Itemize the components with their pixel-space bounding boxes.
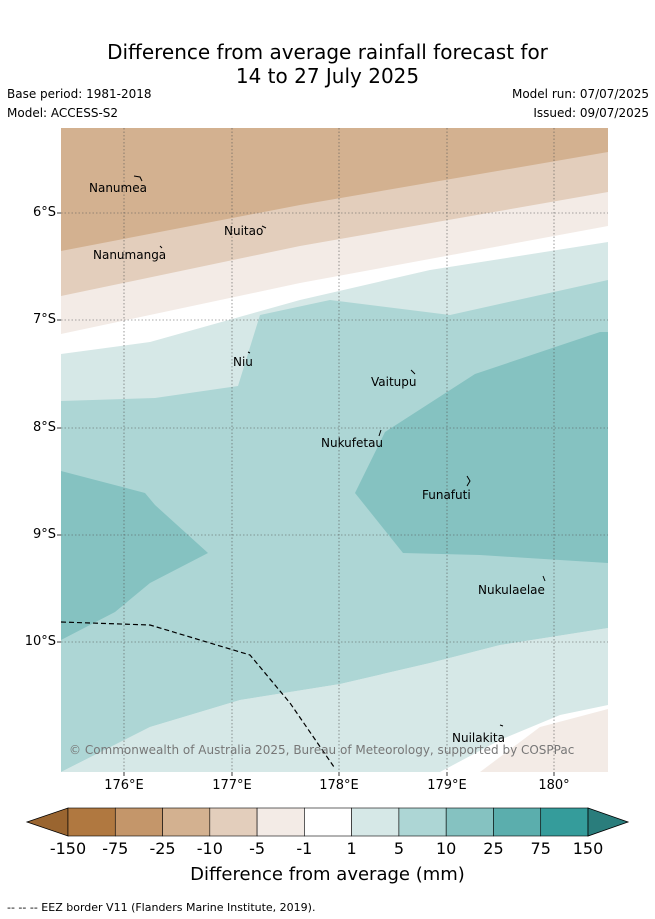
band-10-to-25-east [355, 332, 608, 563]
colorbar-bin [540, 807, 589, 837]
colorbar-bin [398, 807, 447, 837]
lon-label-178e: 178°E [319, 778, 359, 793]
colorbar-bin [256, 807, 305, 837]
colorbar-tick-label: -5 [249, 839, 266, 858]
map-copyright: © Commonwealth of Australia 2025, Bureau… [69, 743, 574, 757]
band-minus5-to-minus1-south [480, 709, 608, 772]
colorbar-bin [351, 807, 400, 837]
colorbar-tick-label: 5 [393, 839, 404, 858]
model-run-text: Model run: 07/07/2025 [511, 87, 649, 101]
map-fill-bands [61, 128, 608, 772]
colorbar-tick-label: -75 [102, 839, 129, 858]
place-label-vaitupu: Vaitupu [371, 375, 417, 389]
island-mark-nukufetau [378, 429, 382, 437]
map-gridlines [61, 128, 608, 772]
lat-label-8s: 8°S [32, 420, 56, 435]
colorbar-tick-label: -150 [49, 839, 87, 858]
lon-label-177e: 177°E [212, 778, 252, 793]
colorbar-tick-label: -10 [196, 839, 223, 858]
island-marks [133, 175, 546, 727]
island-mark-nukulaelae [542, 575, 546, 582]
lat-label-6s: 6°S [32, 205, 56, 220]
colorbar-over-arrow [587, 807, 630, 837]
place-label-nukulaelae: Nukulaelae [478, 583, 545, 597]
lon-label-176e: 176°E [104, 778, 144, 793]
band-10-to-25-west [61, 471, 208, 640]
colorbar-bin [445, 807, 494, 837]
lat-label-10s: 10°S [24, 634, 56, 649]
lon-label-179e: 179°E [427, 778, 467, 793]
colorbar-under-arrow [25, 807, 69, 837]
island-mark-nanumea [133, 175, 143, 182]
map-title: Difference from average rainfall forecas… [0, 40, 655, 88]
model-text: Model: ACCESS-S2 [7, 106, 119, 120]
place-label-nuilakita: Nuilakita [452, 731, 505, 745]
colorbar-tick-label: -25 [149, 839, 176, 858]
lat-label-9s: 9°S [32, 527, 56, 542]
band-1-to-5-south [61, 628, 608, 772]
colorbar-bin [209, 807, 258, 837]
island-mark-niu [247, 351, 251, 354]
map-title-line1: Difference from average rainfall forecas… [107, 40, 548, 64]
lon-label-180: 180° [538, 778, 570, 793]
colorbar [25, 807, 630, 837]
colorbar-bin [162, 807, 211, 837]
colorbar-tick-label: -1 [296, 839, 313, 858]
island-mark-nanumanga [159, 245, 163, 249]
colorbar-label: Difference from average (mm) [190, 864, 465, 885]
place-label-funafuti: Funafuti [422, 488, 471, 502]
place-label-nanumea: Nanumea [89, 181, 147, 195]
place-label-nuitao: Nuitao [224, 224, 263, 238]
colorbar-tick-label: 150 [572, 839, 604, 858]
place-label-niu: Niu [233, 355, 253, 369]
eez-border-line [60, 621, 335, 768]
island-mark-funafuti [466, 475, 471, 487]
issued-text: Issued: 09/07/2025 [533, 106, 649, 120]
colorbar-bin [493, 807, 542, 837]
island-mark-nuitao [261, 225, 267, 229]
island-mark-vaitupu [410, 369, 416, 375]
place-label-nukufetau: Nukufetau [321, 436, 383, 450]
eez-legend-text: -- -- -- EEZ border V11 (Flanders Marine… [7, 901, 316, 914]
colorbar-bin [304, 807, 352, 837]
colorbar-tick-label: 10 [435, 839, 457, 858]
colorbar-bin [67, 807, 116, 837]
lat-label-7s: 7°S [32, 312, 56, 327]
colorbar-bin [114, 807, 163, 837]
colorbar-tick-label: 75 [530, 839, 551, 858]
colorbar-tick-label: 25 [483, 839, 504, 858]
axis-ticks [57, 212, 555, 776]
island-mark-nuilakita [499, 724, 504, 727]
base-period-text: Base period: 1981-2018 [7, 87, 152, 101]
colorbar-tick-label: 1 [346, 839, 357, 858]
colorbar-bins [67, 807, 589, 837]
map-title-line2: 14 to 27 July 2025 [235, 64, 420, 88]
place-label-nanumanga: Nanumanga [93, 248, 166, 262]
